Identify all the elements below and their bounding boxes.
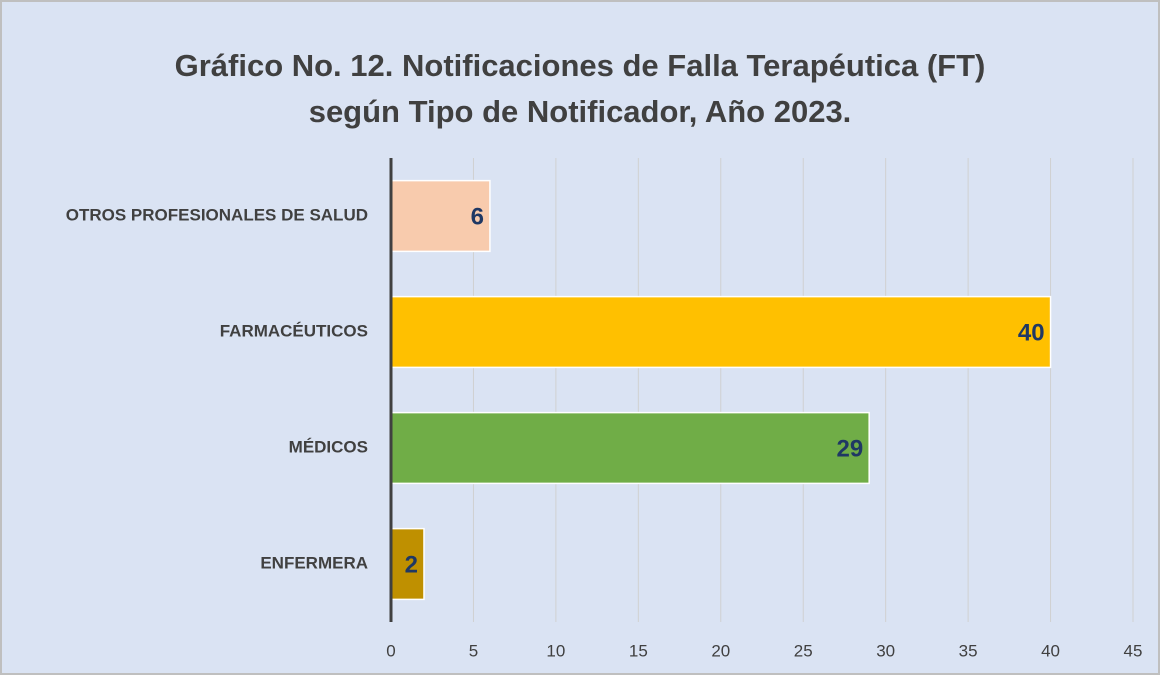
x-tick-label: 15 — [629, 641, 648, 660]
bar — [390, 295, 1052, 369]
y-tick-label: ENFERMERA — [260, 553, 368, 572]
bar — [390, 411, 870, 485]
chart-title: Gráfico No. 12. Notificaciones de Falla … — [175, 48, 986, 83]
x-tick-label: 20 — [711, 641, 730, 660]
x-tick-label: 40 — [1041, 641, 1060, 660]
x-tick-label: 35 — [959, 641, 978, 660]
y-tick-label: FARMACÉUTICOS — [220, 321, 368, 340]
chart-title: según Tipo de Notificador, Año 2023. — [309, 94, 852, 129]
y-tick-label: OTROS PROFESIONALES DE SALUD — [66, 205, 368, 224]
y-tick-label: MÉDICOS — [289, 437, 368, 456]
value-label: 29 — [836, 435, 863, 462]
x-tick-label: 5 — [469, 641, 478, 660]
x-tick-label: 25 — [794, 641, 813, 660]
x-tick-label: 30 — [876, 641, 895, 660]
x-tick-label: 45 — [1124, 641, 1143, 660]
value-label: 2 — [405, 551, 418, 578]
x-tick-label: 10 — [546, 641, 565, 660]
bar — [390, 527, 425, 601]
value-label: 6 — [471, 203, 484, 230]
x-tick-label: 0 — [386, 641, 395, 660]
value-label: 40 — [1018, 319, 1045, 346]
